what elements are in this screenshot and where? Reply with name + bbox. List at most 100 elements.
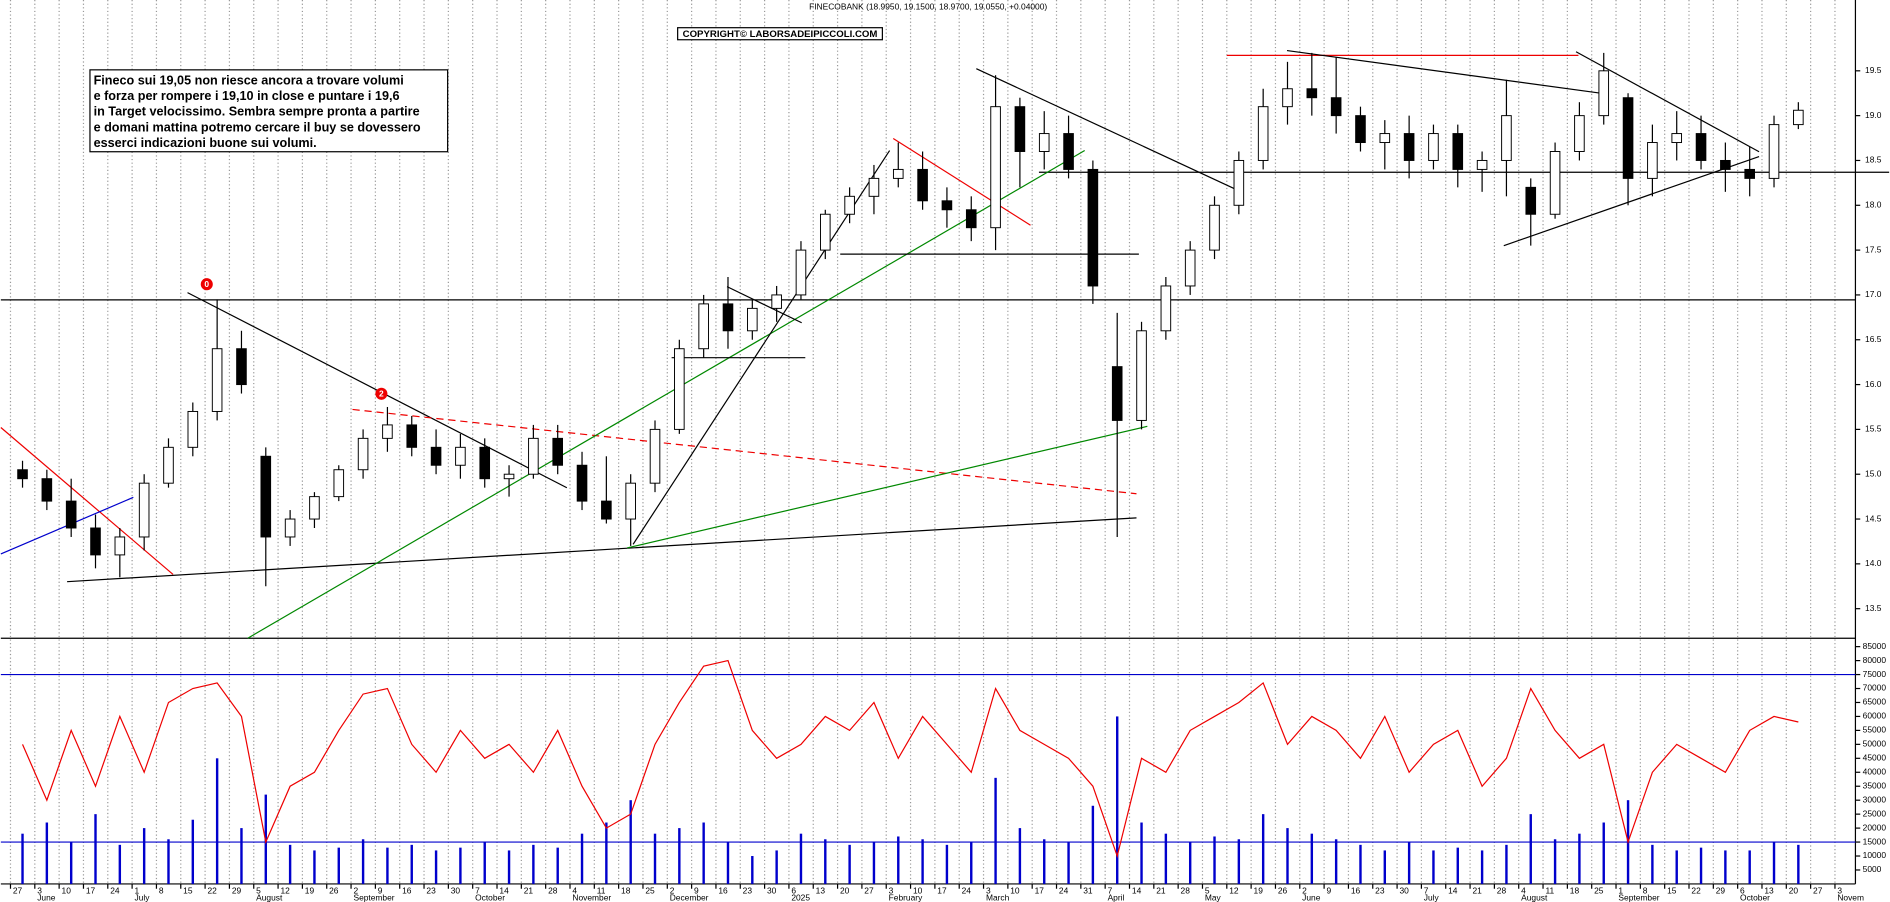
x-tick-label: 18 xyxy=(1570,885,1580,895)
x-month-label: October xyxy=(475,893,505,902)
y-tick-label: 75000 xyxy=(1863,669,1887,679)
candle-body xyxy=(698,303,709,350)
annotation-line: in Target velocissimo. Sembra sempre pro… xyxy=(94,105,420,119)
y-tick-label: 70000 xyxy=(1863,683,1887,693)
candle-body xyxy=(236,348,247,386)
y-tick-label: 15.5 xyxy=(1865,424,1882,434)
volume-bar xyxy=(94,814,97,884)
x-month-label: April xyxy=(1108,893,1125,902)
x-tick-label: 25 xyxy=(1594,885,1604,895)
x-month-label: August xyxy=(1521,893,1548,902)
x-tick-label: 5 xyxy=(256,885,261,895)
y-tick-label: 14.0 xyxy=(1865,558,1882,568)
x-tick-label: 18 xyxy=(621,885,631,895)
y-tick-label: 15000 xyxy=(1863,836,1887,846)
candle-body xyxy=(1087,168,1099,287)
volume-bar xyxy=(459,847,462,884)
volume-bar xyxy=(775,850,778,884)
volume-bar xyxy=(1091,805,1095,884)
x-tick-label: 23 xyxy=(426,885,436,895)
volume-bar xyxy=(605,822,608,884)
trendline xyxy=(352,408,1137,495)
x-tick-label: 19 xyxy=(305,885,315,895)
candle-body xyxy=(333,469,345,498)
volume-bar xyxy=(1480,850,1484,884)
volume-bar xyxy=(726,842,730,884)
candle-body xyxy=(1257,106,1269,161)
volume-bar xyxy=(1578,833,1581,884)
x-tick-label: 16 xyxy=(718,885,728,895)
y-tick-label: 16.5 xyxy=(1865,334,1882,344)
x-month-label: May xyxy=(1205,893,1222,902)
x-tick-label: 24 xyxy=(110,885,120,895)
candle-body xyxy=(260,455,272,538)
x-tick-label: 27 xyxy=(864,885,874,895)
y-tick-label: 80000 xyxy=(1863,655,1887,665)
candle-body xyxy=(1038,133,1050,152)
x-tick-label: 9 xyxy=(378,885,383,895)
volume-bar xyxy=(994,777,997,884)
x-tick-label: 7 xyxy=(475,885,480,895)
x-tick-label: 28 xyxy=(1497,885,1507,895)
annotation-line: e domani mattina potremo cercare il buy … xyxy=(94,120,421,134)
y-tick-label: 19.0 xyxy=(1865,110,1882,120)
candle-body xyxy=(41,478,53,502)
candle-body xyxy=(309,496,320,520)
volume-bar xyxy=(167,839,170,884)
y-tick-label: 85000 xyxy=(1863,641,1887,651)
x-month-label: February xyxy=(889,893,923,902)
volume-bar xyxy=(1140,822,1143,884)
watermark-box xyxy=(677,27,883,41)
volume-bar xyxy=(872,842,876,884)
candle-body xyxy=(1330,97,1342,117)
candle-body xyxy=(1598,70,1610,117)
x-tick-label: 2 xyxy=(670,885,675,895)
candle-body xyxy=(1549,151,1561,215)
x-tick-label: 6 xyxy=(791,885,796,895)
candle-body xyxy=(819,213,831,251)
candle-body xyxy=(649,428,661,484)
x-tick-label: 28 xyxy=(1181,885,1191,895)
y-tick-label: 60000 xyxy=(1863,711,1887,721)
volume-bar xyxy=(1724,850,1727,884)
volume-bar xyxy=(1772,842,1776,884)
x-month-label: September xyxy=(353,893,394,902)
y-tick-label: 18.0 xyxy=(1865,200,1882,210)
candle-body xyxy=(941,200,953,211)
x-tick-label: 5 xyxy=(1205,885,1210,895)
candle-body xyxy=(187,410,199,448)
y-tick-label: 40000 xyxy=(1863,766,1887,776)
x-tick-label: 12 xyxy=(1229,885,1239,895)
x-tick-label: 1 xyxy=(1618,885,1623,895)
x-tick-label: 2 xyxy=(353,885,358,895)
x-tick-label: 6 xyxy=(1740,885,1745,895)
candle-body xyxy=(674,348,685,430)
annotation-line: Fineco sui 19,05 non riesce ancora a tro… xyxy=(94,73,404,87)
x-tick-label: 21 xyxy=(1156,885,1166,895)
x-tick-label: 27 xyxy=(13,885,23,895)
volume-bar xyxy=(653,833,657,884)
trendline xyxy=(626,425,1148,549)
x-month-label: June xyxy=(1302,893,1321,902)
x-tick-label: 14 xyxy=(1448,885,1458,895)
x-tick-label: 9 xyxy=(1327,885,1332,895)
oscillator-line xyxy=(21,659,1799,859)
x-tick-label: 13 xyxy=(1764,885,1774,895)
x-month-label: December xyxy=(670,893,709,902)
x-tick-label: 15 xyxy=(183,885,193,895)
x-tick-label: 19 xyxy=(1254,885,1264,895)
volume-bar xyxy=(1651,844,1654,884)
volume-bar xyxy=(897,836,900,884)
candle-body xyxy=(65,500,77,529)
x-tick-label: 3 xyxy=(1837,885,1842,895)
volume-bar xyxy=(1797,844,1800,884)
candle-body xyxy=(1476,159,1488,170)
volume-bar xyxy=(970,842,973,884)
x-month-label: July xyxy=(1424,893,1440,902)
x-tick-label: 4 xyxy=(572,885,577,895)
candle-body xyxy=(1501,115,1512,161)
volume-bar xyxy=(313,850,316,884)
x-tick-label: 28 xyxy=(548,885,558,895)
trendline xyxy=(726,286,802,324)
